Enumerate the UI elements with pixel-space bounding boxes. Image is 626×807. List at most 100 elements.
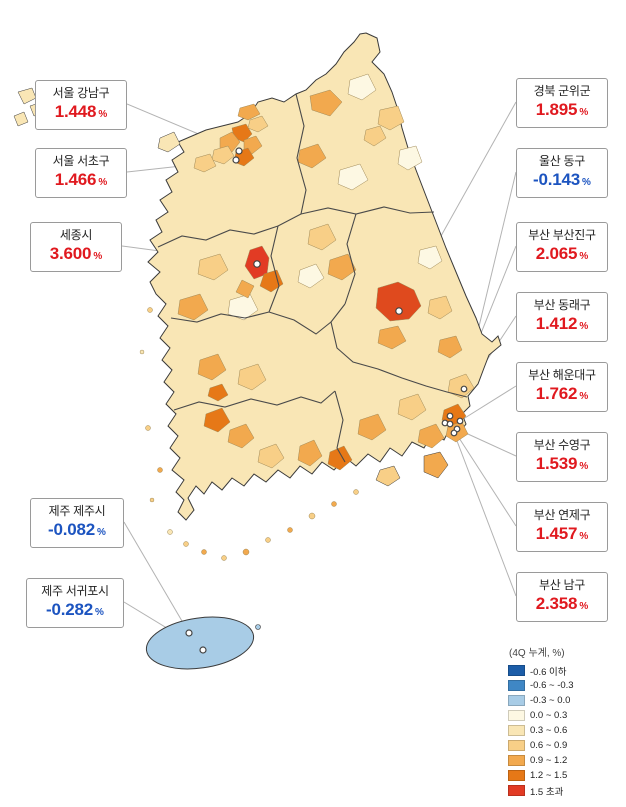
legend-swatch xyxy=(508,785,525,796)
legend-item: 1.5 초과 xyxy=(508,783,574,798)
callout-value-number: 1.448 xyxy=(54,102,97,121)
callout-value-unit: % xyxy=(579,461,589,472)
callout-value-number: 2.358 xyxy=(535,594,578,613)
callout-busan-nam: 부산 남구 2.358% xyxy=(516,572,608,622)
callout-seoul-seocho: 서울 서초구 1.466% xyxy=(35,148,127,198)
callout-value-number: 2.065 xyxy=(535,244,578,263)
map-markers xyxy=(185,147,468,654)
callout-value-unit: % xyxy=(579,601,589,612)
legend-label: 1.2 ~ 1.5 xyxy=(530,770,568,781)
callout-value: 1.466% xyxy=(39,169,123,194)
callout-value-number: 1.895 xyxy=(535,100,578,119)
legend-item: -0.6 ~ -0.3 xyxy=(508,678,574,693)
callout-seoul-gangnam: 서울 강남구 1.448% xyxy=(35,80,127,130)
callout-value-unit: % xyxy=(98,109,108,120)
callout-busan-yeonje: 부산 연제구 1.457% xyxy=(516,502,608,552)
callout-value: -0.082% xyxy=(34,519,120,544)
legend-swatch xyxy=(508,680,525,691)
callout-value: 2.358% xyxy=(520,593,604,618)
legend-swatch xyxy=(508,740,525,751)
callout-value-number: 1.762 xyxy=(535,384,578,403)
legend-item: 0.6 ~ 0.9 xyxy=(508,738,574,753)
callout-value: -0.282% xyxy=(30,599,120,624)
callout-busan-haeundae: 부산 해운대구 1.762% xyxy=(516,362,608,412)
legend-label: -0.6 이하 xyxy=(530,666,567,678)
legend-swatch xyxy=(508,665,525,676)
callout-jeju-seogwipo: 제주 서귀포시 -0.282% xyxy=(26,578,124,628)
callout-busan-busanjin: 부산 부산진구 2.065% xyxy=(516,222,608,272)
callout-value: 1.762% xyxy=(520,383,604,408)
callout-busan-dongnae: 부산 동래구 1.412% xyxy=(516,292,608,342)
callout-value-unit: % xyxy=(97,527,106,538)
legend-item: 0.0 ~ 0.3 xyxy=(508,708,574,723)
callout-value: 2.065% xyxy=(520,243,604,268)
callout-region-name: 제주 서귀포시 xyxy=(41,584,109,598)
legend-swatch xyxy=(508,710,525,721)
legend-swatch xyxy=(508,755,525,766)
callout-value-unit: % xyxy=(579,321,589,332)
callout-value-number: 3.600 xyxy=(49,244,92,263)
callout-value-number: 1.457 xyxy=(535,524,578,543)
callout-value-number: 1.466 xyxy=(54,170,97,189)
callout-value: 1.448% xyxy=(39,101,123,126)
callout-value-number: 1.412 xyxy=(535,314,578,333)
callout-region-name: 세종시 xyxy=(59,228,93,242)
callout-region-name: 서울 서초구 xyxy=(52,154,110,168)
legend-item: -0.6 이하 xyxy=(508,663,574,678)
callout-value-unit: % xyxy=(582,177,591,188)
callout-value-unit: % xyxy=(93,251,103,262)
callout-value: 1.457% xyxy=(520,523,604,548)
callout-value-unit: % xyxy=(579,531,589,542)
callout-value-number: -0.282 xyxy=(46,600,94,619)
callout-value: 1.895% xyxy=(520,99,604,124)
legend-item: 1.2 ~ 1.5 xyxy=(508,768,574,783)
legend-label: 0.3 ~ 0.6 xyxy=(530,725,568,736)
callout-region-name: 부산 남구 xyxy=(539,578,585,592)
callout-region-name: 제주 제주시 xyxy=(48,504,106,518)
callout-region-name: 서울 강남구 xyxy=(52,86,110,100)
legend-item: 0.9 ~ 1.2 xyxy=(508,753,574,768)
callout-value-unit: % xyxy=(95,607,104,618)
legend-swatch xyxy=(508,725,525,736)
callout-region-name: 부산 부산진구 xyxy=(528,228,596,242)
callout-value-number: -0.143 xyxy=(533,170,581,189)
callout-sejong: 세종시 3.600% xyxy=(30,222,122,272)
callout-value-unit: % xyxy=(98,177,108,188)
province-borders xyxy=(157,93,468,463)
callout-value-number: 1.539 xyxy=(535,454,578,473)
callout-region-name: 부산 해운대구 xyxy=(528,368,596,382)
callout-value: 3.600% xyxy=(34,243,118,268)
legend-title: (4Q 누계, %) xyxy=(509,648,565,659)
callout-value-number: -0.082 xyxy=(48,520,96,539)
legend-item: -0.3 ~ 0.0 xyxy=(508,693,574,708)
callout-value-unit: % xyxy=(579,251,589,262)
callout-value-unit: % xyxy=(579,391,589,402)
callout-region-name: 부산 연제구 xyxy=(533,508,591,522)
callout-ulsan-dong: 울산 동구 -0.143% xyxy=(516,148,608,198)
callout-busan-suyeong: 부산 수영구 1.539% xyxy=(516,432,608,482)
legend-item: 0.3 ~ 0.6 xyxy=(508,723,574,738)
callout-value: 1.539% xyxy=(520,453,604,478)
legend-label: 0.0 ~ 0.3 xyxy=(530,710,568,721)
callout-value: 1.412% xyxy=(520,313,604,338)
leader-lines xyxy=(121,101,517,651)
legend-label: 1.5 초과 xyxy=(530,786,564,798)
legend: (4Q 누계, %) -0.6 이하 -0.6 ~ -0.3 -0.3 ~ 0.… xyxy=(508,644,574,798)
legend-swatch xyxy=(508,770,525,781)
legend-label: 0.6 ~ 0.9 xyxy=(530,740,568,751)
callout-gyeongbuk-gunwi: 경북 군위군 1.895% xyxy=(516,78,608,128)
callout-region-name: 경북 군위군 xyxy=(533,84,591,98)
callout-jeju-jeju: 제주 제주시 -0.082% xyxy=(30,498,124,548)
callout-region-name: 울산 동구 xyxy=(539,154,585,168)
callout-value: -0.143% xyxy=(520,169,604,194)
callout-value-unit: % xyxy=(579,107,589,118)
callout-region-name: 부산 수영구 xyxy=(533,438,591,452)
legend-label: -0.6 ~ -0.3 xyxy=(530,680,574,691)
legend-label: -0.3 ~ 0.0 xyxy=(530,695,571,706)
callout-region-name: 부산 동래구 xyxy=(533,298,591,312)
legend-swatch xyxy=(508,695,525,706)
legend-label: 0.9 ~ 1.2 xyxy=(530,755,568,766)
jeju-island xyxy=(145,616,261,670)
